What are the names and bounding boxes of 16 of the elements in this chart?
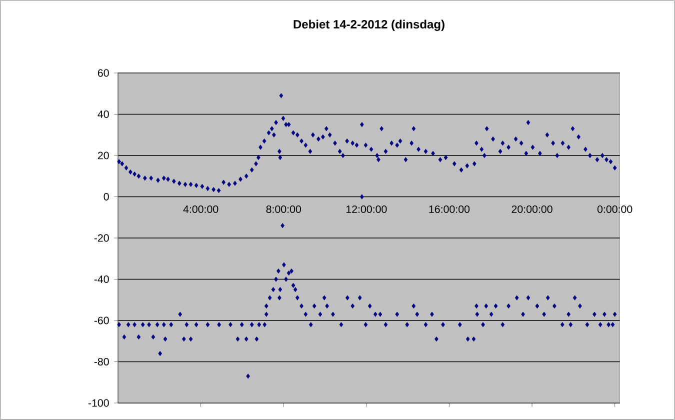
y-tick-label: -100 — [88, 399, 109, 407]
y-tick-label: -40 — [94, 275, 109, 284]
y-tick-label: 0 — [104, 192, 109, 201]
x-tick-label: 20:00:00 — [512, 205, 552, 213]
y-tick-label: -60 — [94, 316, 109, 324]
x-tick-label: 12:00:00 — [346, 205, 387, 213]
y-tick-label: -80 — [94, 358, 109, 366]
chart-title: Debiet 14-2-2012 (dinsdag) — [294, 20, 444, 31]
x-tick-label: 4:00:00 — [183, 205, 218, 213]
y-tick-label: 20 — [98, 152, 109, 160]
x-tick-label: 8:00:00 — [266, 205, 301, 213]
x-tick-label: 16:00:00 — [429, 205, 470, 213]
y-tick-label: 60 — [98, 69, 109, 77]
x-tick-label: 0:00:00 — [597, 205, 632, 213]
y-tick-label: 40 — [98, 110, 109, 118]
y-tick-label: -20 — [94, 234, 109, 242]
